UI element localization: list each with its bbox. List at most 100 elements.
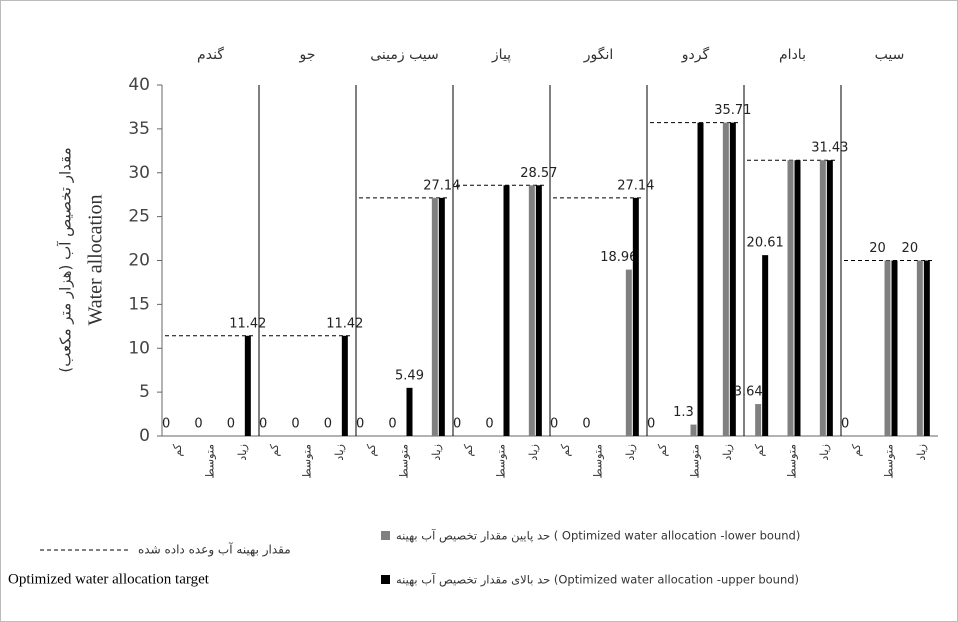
value-label: 0 [582,417,590,432]
x-tick-label: زیاد [333,444,346,461]
value-label: 27.14 [617,178,654,193]
group-label: پیاز [491,47,511,63]
bar [406,387,413,436]
bar [819,160,826,436]
value-label: 1.3 [673,405,694,420]
x-tick-label: کم [850,443,863,456]
value-label: 28.57 [520,166,557,181]
bar [697,122,704,437]
x-tick-label: کم [171,443,184,456]
target-legend-en: Optimized water allocation target [8,571,210,587]
group-label: جو [299,47,316,63]
legend-label: حد بالای مقدار تخصیص آب بهینه (Optimized… [396,573,799,588]
bar [244,335,251,436]
x-tick-label: متوسط [398,444,411,479]
target-legend-fa: مقدار بهینه آب وعده داده شده [138,542,291,558]
bar [503,185,510,436]
x-tick-label: کم [753,443,766,456]
bar [535,185,542,436]
group-label: گردو [681,46,710,63]
x-tick-label: زیاد [818,444,831,461]
bar [891,260,898,436]
bar [438,197,445,436]
value-label: 0 [388,417,396,432]
value-label: 0 [356,417,364,432]
bar [729,122,736,437]
value-label: 11.42 [229,316,266,331]
value-label: 18.96 [600,250,637,265]
group-label: سیب زمینی [370,47,439,63]
value-label: 0 [324,417,332,432]
group-label: انگور [583,46,614,63]
y-tick-label: 5 [139,382,150,402]
bar [341,335,348,436]
bar [826,160,833,436]
y-title-en: Water allocation [85,194,107,325]
y-tick-label: 0 [139,426,150,446]
x-tick-label: متوسط [689,444,702,479]
value-label: 0 [453,417,461,432]
value-label: 0 [841,417,849,432]
bar [722,122,729,437]
y-tick-label: 40 [128,75,150,95]
x-tick-label: زیاد [527,444,540,461]
x-tick-label: متوسط [301,444,314,479]
bar [762,255,769,436]
value-label: 11.42 [326,316,363,331]
value-label: 0 [162,417,170,432]
value-label: 0 [227,417,235,432]
group-label: بادام [779,47,806,63]
value-label: 0 [647,417,655,432]
x-tick-label: کم [365,443,378,456]
value-label: 0 [259,417,267,432]
x-tick-label: زیاد [430,444,443,461]
value-label: 20 [869,241,886,256]
bar [632,197,639,436]
x-tick-label: زیاد [236,444,249,461]
bar [884,260,891,436]
x-tick-label: زیاد [721,444,734,461]
value-label: 20 [902,241,919,256]
group-label: گندم [197,46,224,63]
y-tick-label: 10 [128,338,150,358]
y-tick-label: 30 [128,163,150,183]
y-tick-label: 25 [128,207,150,227]
legend-label: حد پایین مقدار تخصیص آب بهینه ( Optimize… [396,529,800,544]
legend-swatch [381,575,390,584]
value-label: 3.64 [734,385,763,400]
value-label: 27.14 [423,178,460,193]
bar [755,404,762,436]
bar [794,160,801,436]
bar [690,424,697,436]
value-label: 0 [194,417,202,432]
y-title-fa: مقدار تخصیص آب (هزار متر مکعب) [57,147,75,372]
value-label: 0 [550,417,558,432]
x-tick-label: کم [656,443,669,456]
x-tick-label: کم [559,443,572,456]
value-label: 35.71 [714,103,751,118]
x-tick-label: متوسط [592,444,605,479]
value-label: 0 [485,417,493,432]
x-tick-label: متوسط [786,444,799,479]
value-label: 0 [291,417,299,432]
bar [528,185,535,436]
value-label: 31.43 [811,141,848,156]
y-tick-label: 20 [128,251,150,271]
x-tick-label: کم [268,443,281,456]
bar [431,197,438,436]
bar [923,260,930,436]
value-label: 5.49 [395,368,424,383]
value-label: 20.61 [747,236,784,251]
bar [625,269,632,436]
x-tick-label: متوسط [495,444,508,479]
x-tick-label: متوسط [204,444,217,479]
x-tick-label: متوسط [883,444,896,479]
bar [916,260,923,436]
x-tick-label: کم [462,443,475,456]
y-tick-label: 35 [128,119,150,139]
x-tick-label: زیاد [915,444,928,461]
x-tick-label: زیاد [624,444,637,461]
legend-swatch [381,531,390,540]
group-label: سیب [875,47,905,63]
